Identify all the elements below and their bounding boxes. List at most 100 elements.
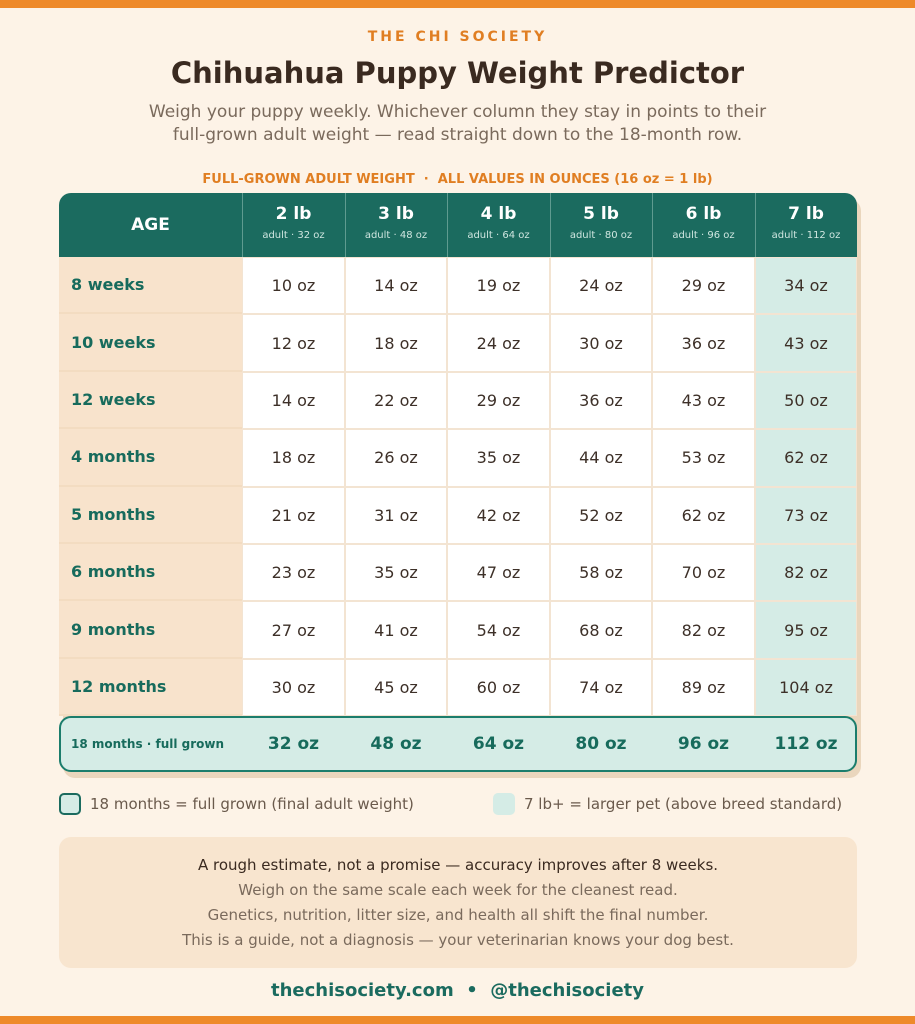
age-cell: 4 months (59, 429, 242, 487)
value-cell: 14 oz (242, 371, 345, 430)
column-divider (550, 193, 551, 257)
value-cell: 21 oz (242, 486, 345, 544)
notes-box: A rough estimate, not a promise — accura… (59, 837, 857, 968)
value-cell: 34 oz (755, 257, 857, 315)
value-cell: 22 oz (345, 371, 447, 430)
value-cell: 89 oz (652, 658, 755, 717)
age-cell: 5 months (59, 486, 242, 544)
column-label: 6 lb (685, 204, 722, 224)
value-cell: 58 oz (550, 544, 652, 602)
legend-swatch (493, 793, 515, 815)
subtitle: full-grown adult weight — read straight … (172, 125, 743, 145)
note: Genetics, nutrition, litter size, and he… (207, 906, 709, 924)
value-cell: 73 oz (755, 486, 857, 544)
brand: THE CHI SOCIETY (367, 29, 548, 45)
value-cell: 82 oz (755, 544, 857, 602)
column-sub: adult · 32 oz (262, 229, 325, 241)
value-cell: 43 oz (755, 314, 857, 372)
value-cell: 36 oz (550, 371, 652, 430)
value-cell: 60 oz (447, 658, 550, 717)
value-cell: 42 oz (447, 486, 550, 544)
value-cell: 35 oz (447, 429, 550, 487)
age-cell: 6 months (59, 544, 242, 602)
value-cell: 14 oz (345, 257, 447, 315)
column-sub: adult · 48 oz (364, 229, 428, 241)
value-cell: 44 oz (550, 429, 652, 487)
column-sub: adult · 80 oz (569, 229, 633, 241)
value-cell: 24 oz (550, 257, 652, 315)
value-cell: 43 oz (652, 371, 755, 430)
final-cell: 32 oz (267, 734, 320, 755)
value-cell: 70 oz (652, 544, 755, 602)
value-cell: 29 oz (447, 371, 550, 430)
column-divider (242, 193, 243, 257)
age-cell: 12 months (59, 658, 242, 717)
column-label: 2 lb (275, 204, 312, 224)
column-sub: adult · 96 oz (672, 229, 735, 241)
value-cell: 52 oz (550, 486, 652, 544)
value-cell: 41 oz (345, 601, 447, 659)
value-cell: 95 oz (755, 601, 857, 659)
value-cell: 10 oz (242, 257, 345, 315)
final-cell: 64 oz (472, 734, 525, 755)
final-cell: 112 oz (774, 734, 838, 755)
age-cell: 8 weeks (59, 257, 242, 315)
subtitle: Weigh your puppy weekly. Whichever colum… (148, 102, 767, 122)
value-cell: 31 oz (345, 486, 447, 544)
title: Chihuahua Puppy Weight Predictor (170, 56, 745, 90)
column-divider (345, 193, 346, 257)
value-cell: 19 oz (447, 257, 550, 315)
value-cell: 12 oz (242, 314, 345, 372)
value-cell: 50 oz (755, 371, 857, 430)
value-cell: 23 oz (242, 544, 345, 602)
column-label: 4 lb (480, 204, 517, 224)
footer: thechisociety.com • @thechisociety (270, 980, 645, 1001)
value-cell: 62 oz (755, 429, 857, 487)
legend-text: 7 lb+ = larger pet (above breed standard… (524, 795, 843, 813)
age-header: AGE (131, 215, 170, 235)
header-bg (59, 193, 857, 257)
age-cell: 10 weeks (59, 314, 242, 372)
legend-swatch (59, 793, 81, 815)
value-cell: 45 oz (345, 658, 447, 717)
value-cell: 82 oz (652, 601, 755, 659)
value-cell: 29 oz (652, 257, 755, 315)
column-label: 5 lb (583, 204, 619, 224)
value-cell: 62 oz (652, 486, 755, 544)
value-cell: 26 oz (345, 429, 447, 487)
final-cell: 96 oz (677, 734, 730, 755)
value-cell: 30 oz (550, 314, 652, 372)
value-cell: 18 oz (345, 314, 447, 372)
value-cell: 104 oz (755, 658, 857, 717)
column-sub: adult · 64 oz (467, 229, 530, 241)
value-cell: 18 oz (242, 429, 345, 487)
column-divider (447, 193, 448, 257)
legend-text: 18 months = full grown (final adult weig… (90, 795, 414, 813)
value-cell: 30 oz (242, 658, 345, 717)
final-cell: 80 oz (575, 734, 627, 755)
note: Weigh on the same scale each week for th… (238, 881, 678, 899)
table-caption: FULL-GROWN ADULT WEIGHT · ALL VALUES IN … (202, 172, 713, 187)
value-cell: 68 oz (550, 601, 652, 659)
table: AGE 2 lb adult · 32 oz 3 lb adult · 48 oz 4 l… (59, 193, 861, 778)
value-cell: 35 oz (345, 544, 447, 602)
final-age: 18 months · full grown (71, 737, 225, 752)
column-divider (652, 193, 653, 257)
column-label: 7 lb (788, 204, 824, 224)
value-cell: 74 oz (550, 658, 652, 717)
final-cell: 48 oz (370, 734, 422, 755)
column-divider (755, 193, 756, 257)
value-cell: 53 oz (652, 429, 755, 487)
column-label: 3 lb (378, 204, 414, 224)
value-cell: 36 oz (652, 314, 755, 372)
value-cell: 47 oz (447, 544, 550, 602)
value-cell: 54 oz (447, 601, 550, 659)
note: This is a guide, not a diagnosis — your … (182, 931, 734, 949)
bottom-bar (0, 1016, 915, 1024)
column-sub: adult · 112 oz (771, 229, 841, 241)
age-cell: 9 months (59, 601, 242, 659)
note: A rough estimate, not a promise — accura… (197, 856, 719, 874)
final-row-bg (59, 716, 857, 772)
top-bar (0, 0, 915, 8)
